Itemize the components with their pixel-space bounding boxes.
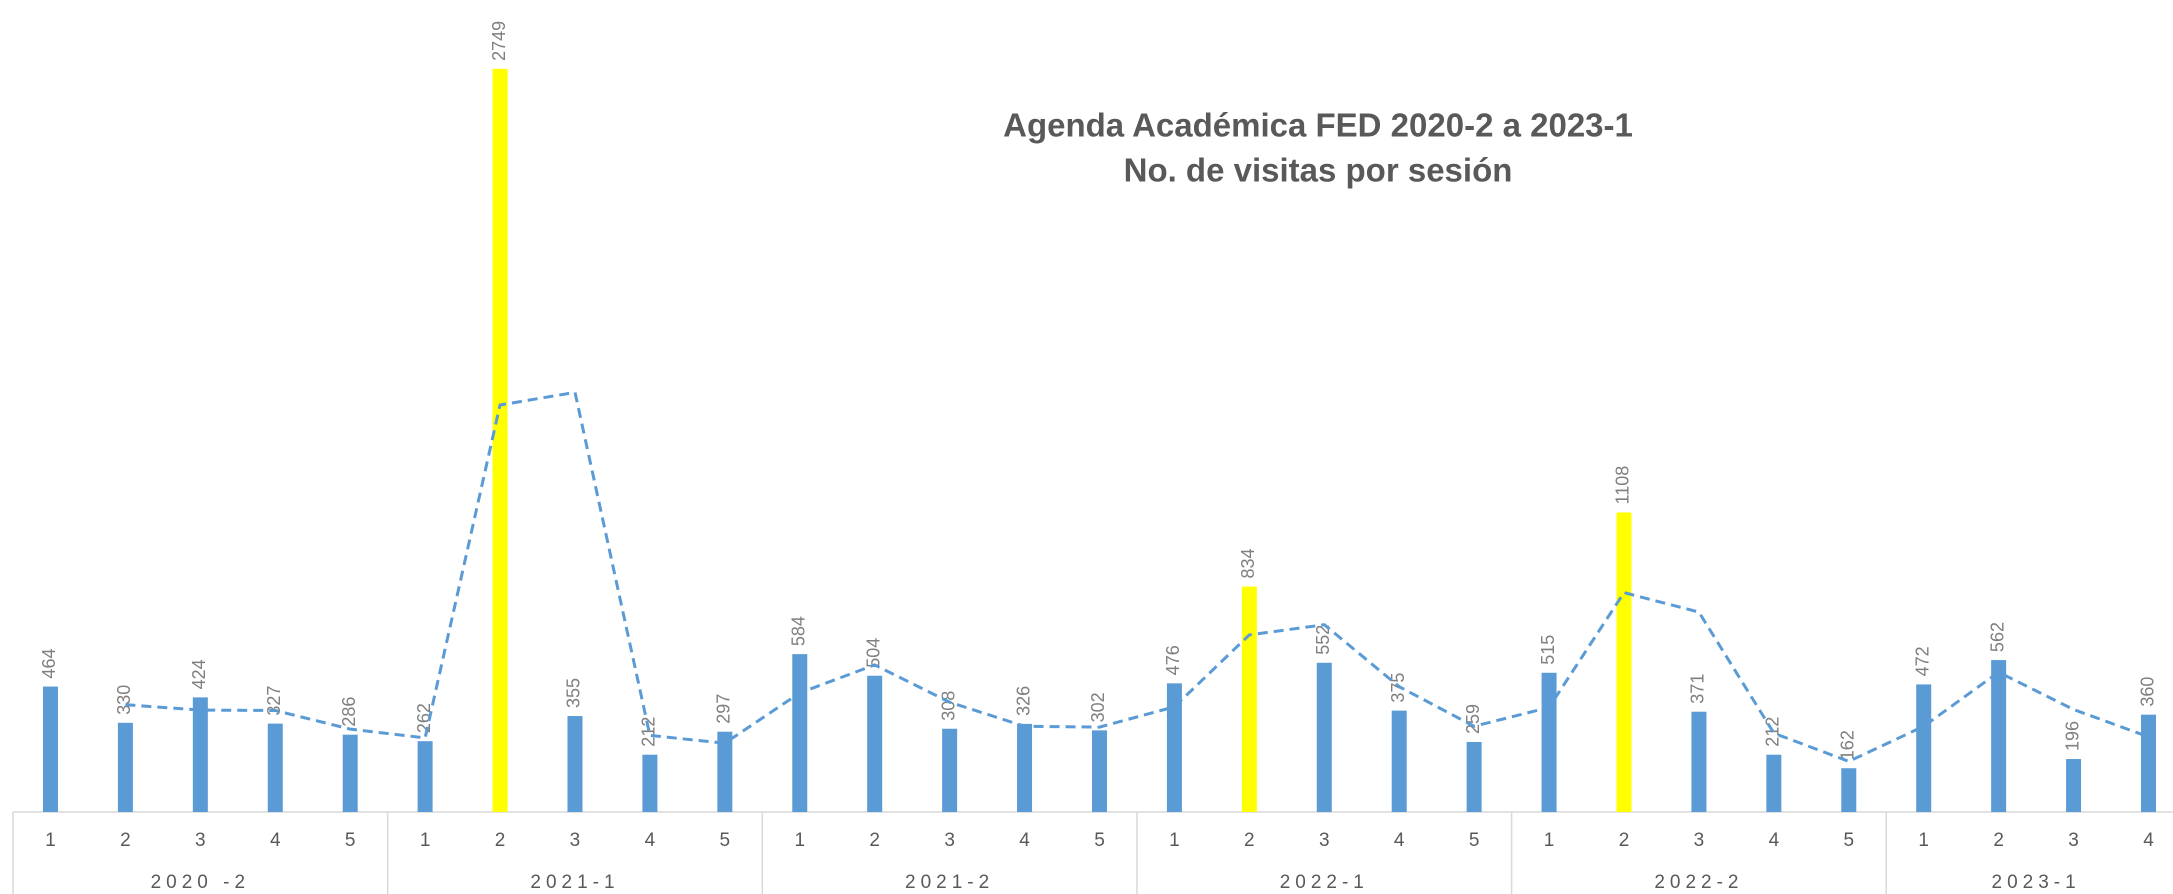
x-tick-label: 2	[1993, 830, 2004, 851]
value-label: 2749	[489, 21, 509, 61]
bar	[717, 731, 733, 812]
x-tick-label: 4	[270, 830, 281, 851]
x-tick-label: 2	[869, 830, 880, 851]
value-label: 504	[863, 638, 883, 668]
x-tick-label: 3	[944, 830, 955, 851]
x-tick-label: 2	[1619, 830, 1630, 851]
group-label: 2021-1	[530, 872, 619, 893]
bar	[417, 741, 433, 812]
x-tick-label: 1	[45, 830, 56, 851]
bar	[1916, 684, 1932, 812]
bar	[867, 675, 883, 812]
value-label: 259	[1463, 704, 1483, 734]
bar	[2141, 714, 2157, 812]
group-label: 2021-2	[905, 872, 994, 893]
x-tick-label: 4	[1394, 830, 1405, 851]
x-tick-label: 3	[195, 830, 206, 851]
value-label: 371	[1688, 674, 1708, 704]
value-label: 584	[789, 616, 809, 646]
x-tick-label: 4	[1019, 830, 1030, 851]
x-tick-label: 5	[345, 830, 356, 851]
value-label: 834	[1238, 548, 1258, 578]
bar	[1841, 768, 1857, 812]
bar	[1766, 754, 1782, 812]
chart-title: Agenda Académica FED 2020-2 a 2023-1	[1003, 107, 1633, 144]
x-tick-label: 2	[1244, 830, 1255, 851]
bar	[2066, 759, 2082, 812]
value-label: 327	[264, 686, 284, 716]
value-label: 562	[1987, 622, 2007, 652]
x-tick-label: 3	[1694, 830, 1705, 851]
value-label: 424	[189, 659, 209, 689]
value-label: 326	[1013, 686, 1033, 716]
value-label: 1108	[1613, 466, 1633, 505]
x-tick-label: 4	[645, 830, 656, 851]
bar	[1166, 683, 1182, 812]
bar	[1391, 710, 1407, 812]
chart-subtitle: No. de visitas por sesión	[1124, 152, 1513, 189]
bar	[642, 754, 658, 812]
x-tick-label: 5	[1469, 830, 1480, 851]
bar	[1691, 711, 1707, 812]
bar	[567, 716, 583, 812]
x-tick-label: 1	[1169, 830, 1180, 851]
x-tick-label: 1	[1918, 830, 1929, 851]
value-label: 464	[39, 649, 59, 679]
bar	[1541, 672, 1557, 812]
value-label: 162	[1838, 730, 1858, 760]
bar	[492, 68, 508, 813]
value-label: 297	[714, 694, 734, 724]
group-label: 2022-2	[1654, 872, 1743, 893]
group-label: 2023-1	[1992, 872, 2081, 893]
x-tick-label: 5	[720, 830, 731, 851]
value-label: 308	[938, 691, 958, 721]
x-tick-label: 5	[1094, 830, 1105, 851]
x-tick-label: 1	[794, 830, 805, 851]
value-label: 330	[114, 685, 134, 715]
x-tick-label: 1	[1544, 830, 1555, 851]
value-label: 552	[1313, 625, 1333, 655]
bar	[942, 728, 958, 812]
bar	[342, 734, 358, 812]
bar	[1091, 730, 1107, 812]
x-tick-label: 1	[420, 830, 431, 851]
value-label: 515	[1538, 635, 1558, 665]
x-tick-label: 3	[570, 830, 581, 851]
value-label: 212	[639, 717, 659, 747]
bar	[1616, 512, 1632, 812]
group-label: 2020 -2	[151, 872, 250, 893]
x-tick-label: 4	[2143, 830, 2154, 851]
x-tick-label: 4	[1769, 830, 1780, 851]
value-label: 196	[2062, 721, 2082, 751]
x-tick-label: 3	[1319, 830, 1330, 851]
value-label: 476	[1163, 645, 1183, 675]
bar	[792, 654, 808, 812]
x-tick-label: 2	[120, 830, 131, 851]
value-label: 472	[1912, 646, 1932, 676]
x-tick-label: 2	[495, 830, 506, 851]
bar	[117, 722, 133, 812]
trendline	[125, 390, 2150, 764]
bar	[1316, 662, 1332, 812]
bar	[267, 723, 283, 812]
bar	[1991, 660, 2007, 812]
bar	[192, 697, 208, 812]
bar	[1466, 741, 1482, 812]
group-label: 2022-1	[1280, 872, 1369, 893]
bar	[42, 686, 58, 812]
x-tick-label: 5	[1843, 830, 1854, 851]
bar	[1017, 723, 1033, 812]
value-label: 355	[564, 678, 584, 708]
value-label: 360	[2137, 677, 2157, 707]
value-label: 302	[1088, 692, 1108, 722]
bar	[1241, 586, 1257, 812]
value-label: 286	[339, 697, 359, 727]
x-tick-label: 3	[2068, 830, 2079, 851]
value-label: 262	[414, 703, 434, 733]
